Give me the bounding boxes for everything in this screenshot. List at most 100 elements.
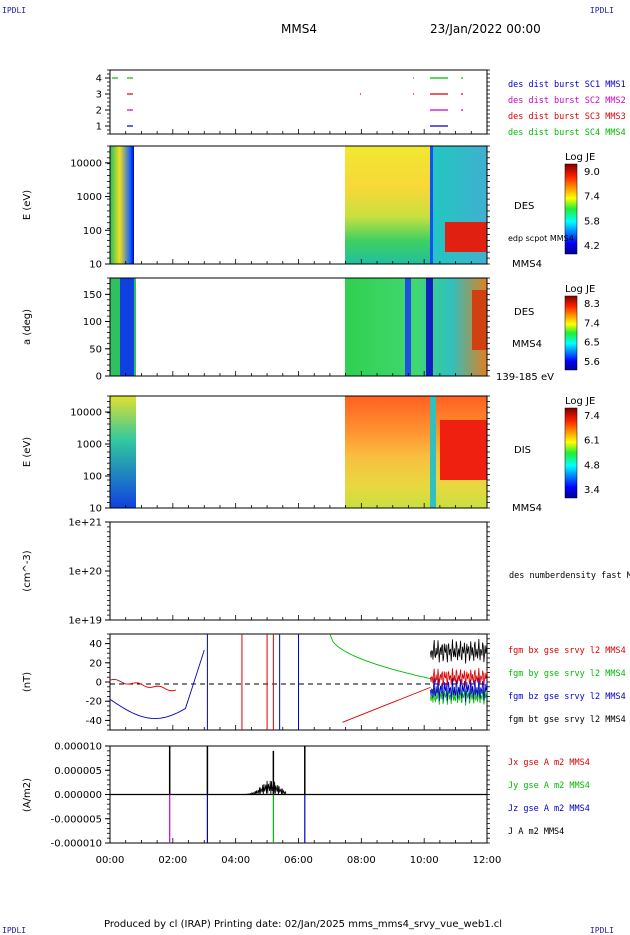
time-label: 00:00 bbox=[96, 855, 125, 866]
legend-current-4: J A m2 MMS4 bbox=[508, 827, 564, 837]
panel-side-label: edp scpot MMS4 bbox=[508, 234, 574, 243]
current-burst-region bbox=[235, 780, 287, 796]
y-tick-label: -40 bbox=[86, 716, 102, 727]
y-tick-label: 1e+19 bbox=[68, 616, 102, 627]
y-axis-label: E (eV) bbox=[22, 437, 33, 467]
y-tick-label: 150 bbox=[83, 290, 102, 301]
y-tick-label: 3 bbox=[96, 90, 102, 101]
corner-label-top-left: IPDLI bbox=[2, 6, 27, 15]
colorbar-title: Log JE bbox=[565, 152, 595, 163]
colorbar-tick-label: 4.8 bbox=[584, 460, 600, 471]
legend-burst-2: des dist burst SC2 MMS2 bbox=[508, 96, 626, 106]
panel-side-label: DIS bbox=[514, 445, 531, 456]
colorbar-tick-label: 6.1 bbox=[584, 436, 600, 447]
panel-burst-frame bbox=[109, 69, 488, 135]
y-tick-label: 0.000005 bbox=[54, 766, 102, 777]
time-label: 08:00 bbox=[347, 855, 376, 866]
y-tick-label: 0.000000 bbox=[54, 790, 102, 801]
bt-noisy bbox=[430, 639, 488, 664]
corner-label-bottom-left: IPDLI bbox=[2, 926, 27, 935]
legend-bfield-1: fgm bx gse srvy l2 MMS4 bbox=[508, 646, 626, 656]
panel-side-label: MMS4 bbox=[512, 503, 542, 514]
panel-density-frame bbox=[109, 521, 488, 621]
panel-side-label: 139-185 eV bbox=[496, 372, 554, 383]
dis-energy-stripe bbox=[430, 396, 436, 508]
time-label: 04:00 bbox=[221, 855, 250, 866]
footer-text: Produced by cl (IRAP) Printing date: 02/… bbox=[104, 919, 503, 930]
y-axis-label: E (eV) bbox=[22, 190, 33, 220]
y-tick-label: 1000 bbox=[77, 440, 102, 451]
corner-label-top-right: IPDLI bbox=[589, 6, 614, 15]
colorbar bbox=[564, 295, 578, 371]
y-tick-label: -20 bbox=[86, 697, 102, 708]
y-tick-label: 20 bbox=[89, 658, 102, 669]
date-title: 23/Jan/2022 00:00 bbox=[430, 22, 541, 36]
legend-burst-4: des dist burst SC4 MMS4 bbox=[508, 128, 626, 138]
y-tick-label: 100 bbox=[83, 472, 102, 483]
colorbar-tick-label: 5.6 bbox=[584, 357, 600, 368]
y-tick-label: 1000 bbox=[77, 192, 102, 203]
panel-density: 1e+19 1e+20 1e+21 des numberdensity fast M bbox=[68, 518, 630, 627]
des-pitch-data-early-stripe bbox=[120, 278, 134, 376]
dis-energy-data-early bbox=[110, 396, 136, 508]
panel-bfield: -40 -20 0 20 40 fgm bx gse srvy l2 MMS4 fgm by… bbox=[86, 633, 626, 731]
panel-dis-energy: 10 100 1000 10000 bbox=[70, 395, 490, 515]
des-energy-data-late bbox=[345, 146, 430, 264]
y-tick-label: 4 bbox=[96, 74, 102, 85]
colorbar-tick-label: 5.8 bbox=[584, 216, 600, 227]
legend-current-3: Jz gse A m2 MMS4 bbox=[508, 804, 590, 814]
legend-current-2: Jy gse A m2 MMS4 bbox=[508, 781, 590, 791]
y-axis-label: (A/m2) bbox=[22, 778, 33, 812]
colorbar-tick-label: 9.0 bbox=[584, 167, 600, 178]
colorbar-tick-label: 7.4 bbox=[584, 318, 600, 329]
y-axis-label: (nT) bbox=[22, 672, 33, 692]
panel-des-pitch: 0 50 100 150 bbox=[83, 277, 490, 383]
legend-bfield-2: fgm by gse srvy l2 MMS4 bbox=[508, 669, 626, 679]
legend-burst-1: des dist burst SC1 MMS1 bbox=[508, 80, 626, 90]
y-tick-label: -0.000010 bbox=[51, 839, 102, 850]
colorbar-tick-label: 7.4 bbox=[584, 192, 600, 203]
dis-energy-hot-patch bbox=[440, 420, 487, 480]
panel-side-label: MMS4 bbox=[512, 259, 542, 270]
colorbar-tick-label: 7.4 bbox=[584, 411, 600, 422]
y-tick-label: 100 bbox=[83, 226, 102, 237]
des-energy-hot-patch bbox=[445, 222, 487, 252]
y-tick-label: 10000 bbox=[70, 158, 102, 169]
legend-bfield-4: fgm bt gse srvy l2 MMS4 bbox=[508, 715, 626, 725]
panel-current: -0.000010 -0.000005 0.000000 0.000005 0.0000… bbox=[51, 742, 590, 850]
panel-side-label: DES bbox=[514, 201, 534, 212]
y-tick-label: 10000 bbox=[70, 408, 102, 419]
legend-bfield-3: fgm bz gse srvy l2 MMS4 bbox=[508, 692, 626, 702]
bx-noisy bbox=[430, 668, 488, 687]
y-tick-label: 10 bbox=[89, 504, 102, 515]
des-energy-stripe bbox=[430, 146, 433, 264]
colorbar-tick-label: 4.2 bbox=[584, 241, 600, 252]
time-label: 12:00 bbox=[473, 855, 502, 866]
spacecraft-title: MMS4 bbox=[281, 22, 317, 36]
bx-line bbox=[109, 678, 177, 692]
corner-label-bottom-right: IPDLI bbox=[589, 926, 614, 935]
y-tick-label: 1e+21 bbox=[68, 518, 102, 529]
des-pitch-stripe-2 bbox=[426, 278, 433, 376]
y-tick-label: 50 bbox=[89, 344, 102, 355]
des-pitch-hot-patch bbox=[472, 290, 487, 350]
legend-burst-3: des dist burst SC3 MMS3 bbox=[508, 112, 626, 122]
panel-side-label: DES bbox=[514, 307, 534, 318]
y-tick-label: 1 bbox=[96, 122, 102, 133]
colorbar-title: Log JE bbox=[565, 396, 595, 407]
y-tick-label: 40 bbox=[89, 639, 102, 650]
colorbar bbox=[564, 407, 578, 499]
y-axis-label: a (deg) bbox=[22, 309, 33, 345]
legend-current-1: Jx gse A m2 MMS4 bbox=[508, 758, 590, 768]
colorbar bbox=[564, 163, 578, 255]
colorbar-tick-label: 6.5 bbox=[584, 338, 600, 349]
bz-noisy bbox=[430, 677, 488, 702]
y-tick-label: 0 bbox=[96, 372, 102, 383]
colorbar-title: Log JE bbox=[565, 284, 595, 295]
time-label: 06:00 bbox=[284, 855, 313, 866]
panel-des-energy: 10 100 1000 10000 bbox=[70, 145, 490, 271]
bx-line-late bbox=[342, 686, 431, 723]
time-label: 10:00 bbox=[410, 855, 439, 866]
panel-burst: 1 2 3 4 des dist burst SC1 MMS1 des dist bur… bbox=[96, 69, 626, 138]
